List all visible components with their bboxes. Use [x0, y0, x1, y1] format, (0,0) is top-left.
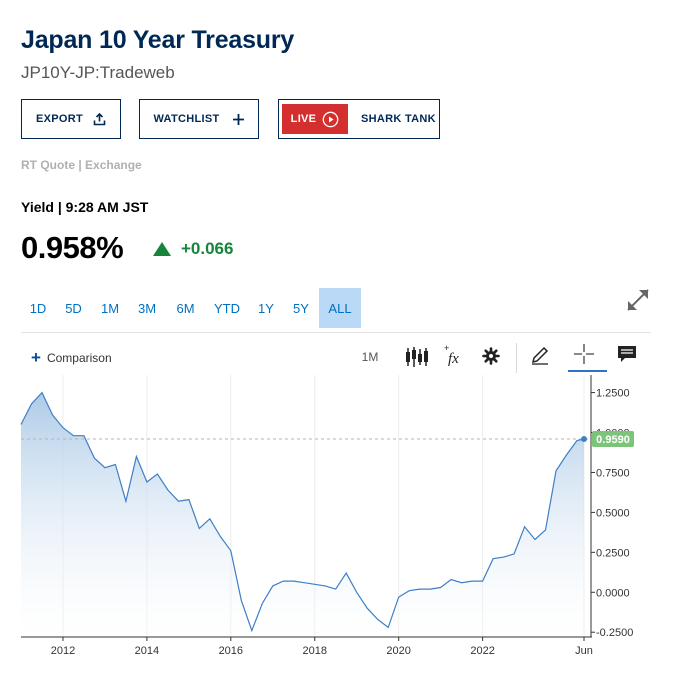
function-icon[interactable]: + fx	[443, 344, 465, 368]
y-tick-label: 1.2500	[596, 388, 630, 400]
candlestick-icon[interactable]	[404, 345, 430, 369]
watchlist-label: WATCHLIST	[153, 113, 220, 125]
page-title: Japan 10 Year Treasury	[21, 26, 295, 54]
range-5d[interactable]: 5D	[65, 300, 82, 316]
section-divider	[21, 332, 651, 333]
range-all[interactable]: ALL	[319, 288, 361, 328]
y-tick-label: 0.5000	[596, 507, 630, 519]
range-6m[interactable]: 6M	[176, 300, 195, 316]
active-tool-indicator	[568, 370, 607, 372]
export-label: EXPORT	[35, 113, 84, 125]
range-1y[interactable]: 1Y	[258, 300, 274, 316]
x-tick-label: 2014	[135, 645, 159, 657]
x-tick-label: Jun	[575, 645, 593, 657]
crosshair-icon[interactable]	[573, 343, 595, 365]
last-price: 0.958%	[21, 230, 124, 265]
yield-chart[interactable]: 201220142016201820202022Jun1.25001.00000…	[0, 375, 679, 665]
play-circle-icon	[322, 111, 339, 127]
interval-selector[interactable]: 1M	[361, 350, 379, 364]
y-tick-label: 0.0000	[596, 587, 630, 599]
range-1d[interactable]: 1D	[29, 300, 47, 316]
watchlist-button[interactable]: WATCHLIST	[139, 99, 259, 139]
y-tick-label: 0.7500	[596, 467, 630, 479]
last-value-label: 0.9590	[596, 434, 630, 446]
x-tick-label: 2018	[303, 645, 327, 657]
live-badge: LIVE	[282, 104, 348, 134]
add-comparison-icon: +	[31, 348, 41, 367]
live-label: LIVE	[290, 113, 317, 125]
comparison-button[interactable]: + Comparison	[31, 348, 112, 367]
symbol-subtitle: JP10Y-JP:Tradeweb	[21, 63, 175, 82]
series-line	[20, 391, 585, 633]
chart-area-fill	[21, 392, 584, 637]
svg-text:fx: fx	[448, 351, 459, 367]
comparison-label: Comparison	[46, 351, 112, 365]
x-tick-label: 2020	[386, 645, 410, 657]
share-icon	[93, 112, 106, 125]
toolbar-separator	[516, 343, 517, 373]
price-change: +0.066	[181, 239, 234, 258]
export-button[interactable]: EXPORT	[21, 99, 121, 139]
pencil-icon[interactable]	[529, 344, 551, 366]
expand-icon[interactable]	[625, 287, 651, 313]
y-tick-label: -0.2500	[596, 627, 633, 639]
last-value-marker	[592, 431, 634, 448]
live-shark-tank-button[interactable]: LIVE SHARK TANK	[278, 99, 440, 139]
comment-icon[interactable]	[617, 345, 637, 363]
last-point	[581, 436, 588, 443]
range-ytd[interactable]: YTD	[214, 300, 240, 316]
range-1m[interactable]: 1M	[100, 300, 120, 316]
x-tick-label: 2016	[219, 645, 243, 657]
range-3m[interactable]: 3M	[137, 300, 157, 316]
time-range-selector: 1D 5D 1M 3M 6M YTD 1Y 5Y ALL	[21, 288, 361, 328]
triangle-up-icon	[153, 242, 171, 256]
svg-text:+: +	[444, 344, 449, 353]
quote-source: RT Quote | Exchange	[21, 158, 142, 172]
plus-icon	[232, 113, 244, 125]
shark-tank-label: SHARK TANK	[361, 113, 436, 125]
change-group: +0.066	[153, 239, 233, 259]
quote-timestamp: Yield | 9:28 AM JST	[21, 199, 149, 215]
range-5y[interactable]: 5Y	[293, 300, 309, 316]
gear-icon[interactable]	[482, 347, 500, 365]
y-tick-label: 0.2500	[596, 547, 630, 559]
x-tick-label: 2022	[470, 645, 494, 657]
x-tick-label: 2012	[51, 645, 75, 657]
